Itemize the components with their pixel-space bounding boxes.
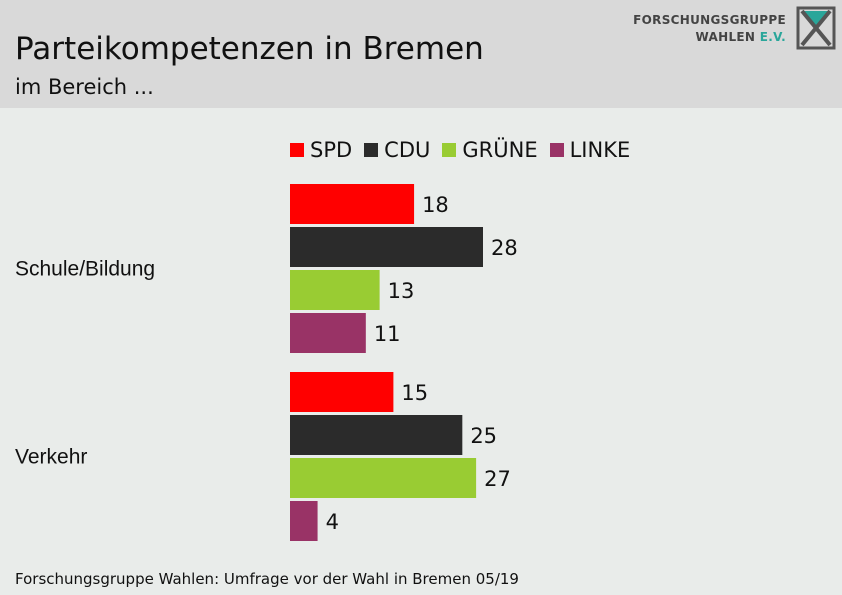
bar-grüne (290, 270, 380, 310)
legend-swatch (442, 143, 457, 157)
legend-label: CDU (384, 137, 431, 162)
bar-spd (290, 372, 394, 412)
data-label: 28 (491, 236, 518, 260)
legend-swatch (549, 143, 564, 157)
legend-swatch (364, 143, 379, 157)
bar-spd (290, 184, 415, 224)
logo-text-line2: WAHLEN E.V. (696, 30, 786, 44)
category-label: Schule/Bildung (15, 258, 155, 281)
chart-title: Parteikompetenzen in Bremen (15, 31, 484, 67)
data-label: 13 (388, 279, 415, 303)
legend-item-cdu: CDU (364, 137, 431, 162)
legend-item-linke: LINKE (549, 137, 631, 162)
chart-subtitle: im Bereich ... (15, 75, 154, 99)
bar-cdu (290, 227, 483, 267)
bar-grüne (290, 458, 477, 498)
bar-linke (290, 501, 318, 541)
bar-linke (290, 313, 366, 353)
legend-swatch (290, 143, 304, 157)
data-label: 25 (470, 424, 497, 448)
bar-cdu (290, 415, 463, 455)
data-label: 4 (326, 510, 339, 534)
category-label: Verkehr (15, 446, 87, 469)
data-label: 27 (484, 467, 511, 491)
fgw-logo-icon (796, 6, 836, 50)
logo-text-accent: E.V. (759, 30, 786, 44)
fgw-logo: FORSCHUNGSGRUPPE WAHLEN E.V. (633, 6, 836, 56)
legend-item-spd: SPD (290, 137, 353, 162)
legend-item-grüne: GRÜNE (442, 137, 538, 162)
legend-label: SPD (310, 137, 353, 162)
header-band: Parteikompetenzen in Bremen im Bereich .… (0, 0, 842, 108)
data-label: 15 (401, 381, 428, 405)
chart-legend: SPD CDU GRÜNE LINKE (290, 138, 642, 162)
source-note: Forschungsgruppe Wahlen: Umfrage vor der… (15, 570, 519, 588)
legend-label: LINKE (569, 137, 631, 162)
legend-label: GRÜNE (462, 137, 538, 162)
logo-text-main: WAHLEN (695, 30, 760, 44)
logo-text-line1: FORSCHUNGSGRUPPE (633, 13, 786, 27)
data-label: 11 (374, 322, 401, 346)
data-label: 18 (422, 193, 449, 217)
